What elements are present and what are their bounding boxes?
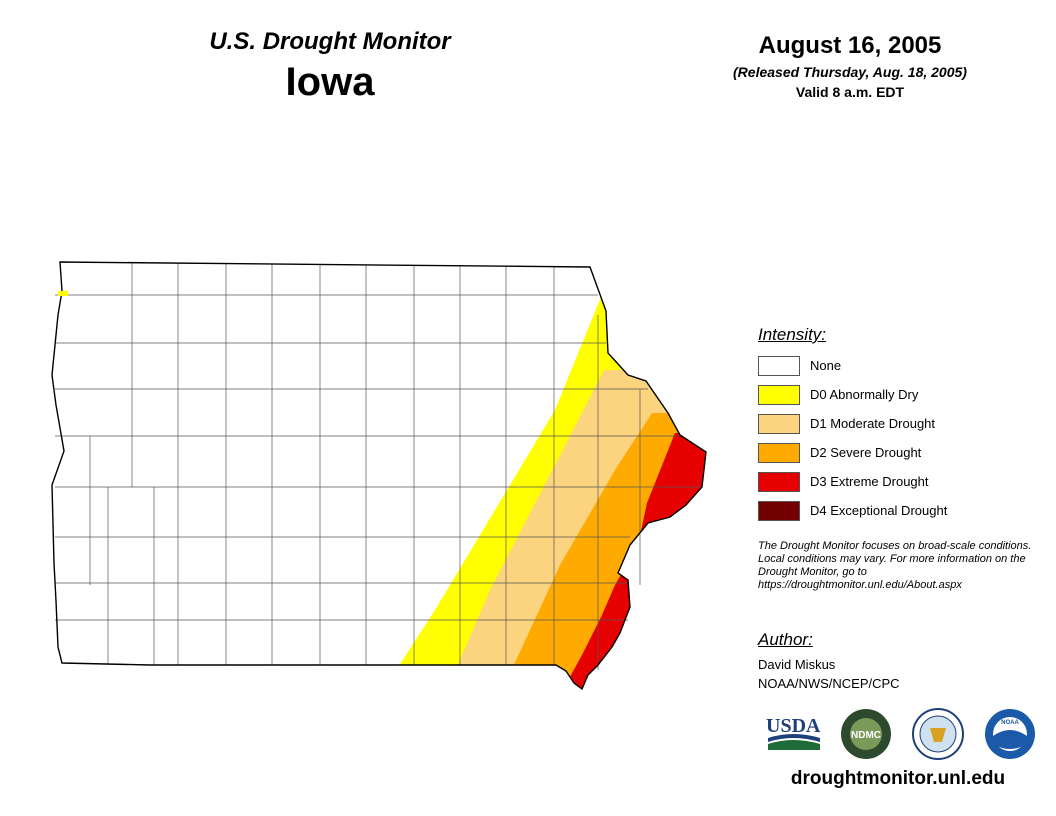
release-date: (Released Thursday, Aug. 18, 2005) — [733, 64, 967, 80]
map-title: U.S. Drought Monitor — [209, 28, 451, 55]
legend-swatch — [758, 472, 800, 492]
iowa-state-border — [51, 261, 707, 691]
legend-heading: Intensity: — [758, 325, 827, 344]
legend-label: D0 Abnormally Dry — [810, 387, 919, 402]
legend-label: D2 Severe Drought — [810, 445, 922, 460]
author-heading: Author: — [758, 630, 813, 649]
map-date: August 16, 2005 — [758, 32, 942, 59]
d0-northwest-spot — [58, 291, 68, 296]
svg-text:USDA: USDA — [766, 715, 821, 737]
legend-label: D1 Moderate Drought — [810, 416, 936, 431]
state-name: Iowa — [285, 60, 375, 104]
legend-label: D4 Exceptional Drought — [810, 503, 948, 518]
legend-label: D3 Extreme Drought — [810, 474, 929, 489]
disclaimer-note: The Drought Monitor focuses on broad-sca… — [758, 540, 1032, 591]
iowa-drought-map — [51, 261, 707, 691]
legend-swatch — [758, 414, 800, 434]
map-header: U.S. Drought Monitor Iowa — [150, 28, 510, 105]
svg-text:NOAA: NOAA — [1001, 720, 1019, 726]
author-name: David Miskus — [758, 657, 836, 672]
svg-text:NDMC: NDMC — [851, 730, 881, 741]
commerce-seal-logo — [912, 708, 964, 760]
website-url[interactable]: droughtmonitor.unl.edu — [790, 768, 1006, 789]
partner-logos: USDA NDMC NOAA — [766, 708, 1035, 760]
legend-label: None — [810, 358, 842, 373]
county-lines — [55, 263, 702, 670]
noaa-logo: NOAA — [985, 709, 1035, 759]
legend-swatch — [758, 385, 800, 405]
valid-time: Valid 8 a.m. EDT — [795, 84, 905, 100]
ndmc-logo: NDMC — [841, 709, 891, 759]
usda-logo: USDA — [766, 715, 821, 750]
author-org: NOAA/NWS/NCEP/CPC — [758, 676, 900, 691]
legend-swatch — [758, 443, 800, 463]
legend-swatch — [758, 356, 800, 376]
legend-swatch — [758, 501, 800, 521]
date-block: August 16, 2005 (Released Thursday, Aug.… — [690, 32, 1010, 100]
